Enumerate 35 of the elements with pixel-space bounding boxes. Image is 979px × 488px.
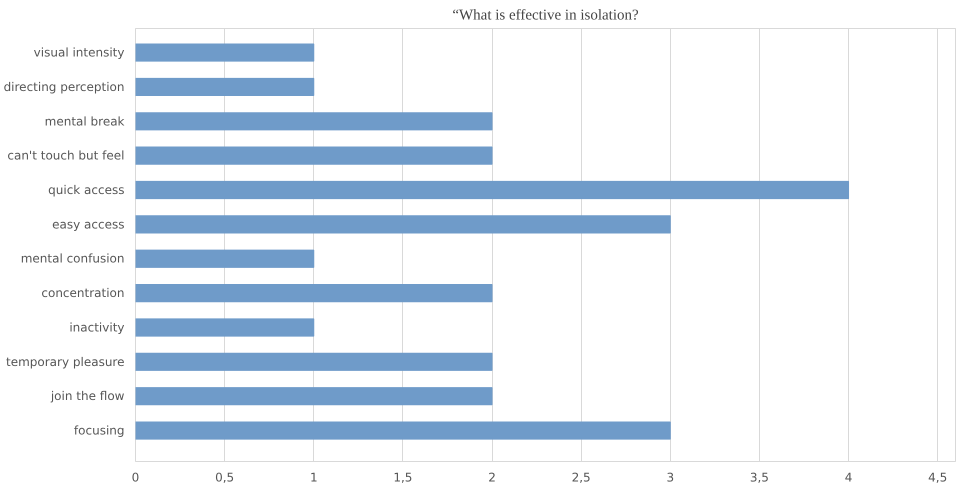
x-tick-label: 3 (666, 470, 674, 484)
y-tick-label: mental confusion (20, 252, 125, 266)
bar (136, 112, 493, 130)
x-tick-label: 1 (310, 470, 318, 484)
bar (136, 421, 671, 440)
y-tick-label: easy access (52, 217, 125, 232)
y-tick-label: concentration (41, 286, 124, 300)
bar (136, 318, 314, 337)
x-tick-label: 2 (488, 470, 496, 484)
y-tick-label: quick access (48, 183, 125, 198)
bar (136, 180, 850, 200)
bar (136, 78, 314, 96)
chart-title: “What is effective in isolation? (452, 8, 640, 24)
bar (136, 250, 314, 268)
x-tick-label: 0 (132, 470, 140, 484)
y-tick-label: visual intensity (34, 46, 125, 60)
bar (136, 215, 671, 234)
y-tick-label: join the flow (50, 389, 125, 404)
x-tick-label: 0,5 (215, 470, 234, 484)
bar (136, 146, 493, 165)
bar (136, 43, 314, 62)
x-tick-label: 4,5 (928, 470, 948, 484)
y-tick-label: directing perception (4, 80, 125, 94)
bar (136, 387, 493, 406)
x-tick-label: 2,5 (572, 470, 591, 484)
x-tick-label: 4 (844, 470, 852, 484)
bar (136, 352, 493, 371)
y-tick-label: focusing (74, 424, 124, 438)
x-tick-label: 1,5 (393, 470, 412, 484)
y-tick-label: mental break (44, 114, 125, 128)
y-tick-label: temporary pleasure (6, 354, 125, 369)
bar (136, 284, 493, 302)
x-tick-label: 3,5 (750, 470, 769, 484)
y-tick-label: can't touch but feel (7, 148, 125, 163)
y-tick-label: inactivity (69, 320, 124, 334)
